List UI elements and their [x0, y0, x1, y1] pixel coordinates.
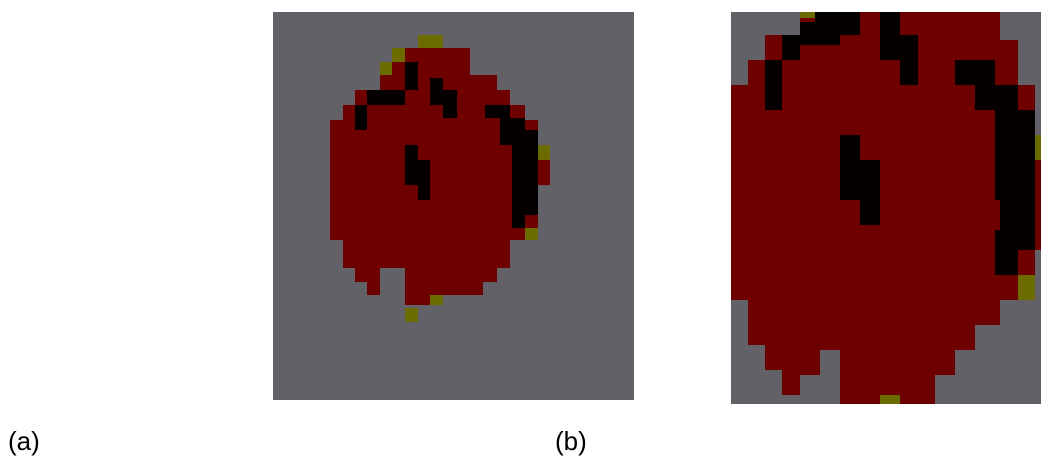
dark-region — [355, 105, 367, 130]
panel-label: (b) — [555, 426, 587, 456]
figure: (a) (b) — [0, 0, 1042, 458]
dark-region — [765, 60, 782, 110]
image-a — [273, 12, 634, 400]
panel-label: (a) — [8, 426, 40, 456]
image-b — [731, 12, 1041, 404]
page: (a) (b) (() => { const data = JSON.parse… — [0, 0, 1042, 458]
